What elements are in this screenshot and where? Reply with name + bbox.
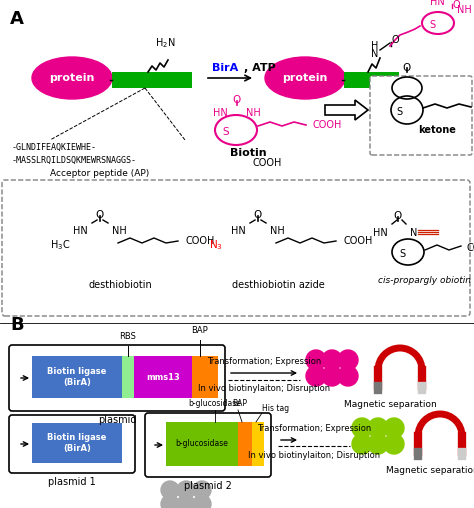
Circle shape [193,481,211,499]
Text: S: S [399,249,405,259]
Text: cis-propargly obiotin: cis-propargly obiotin [379,276,472,285]
Bar [252,422,264,466]
Circle shape [322,350,342,370]
Text: Acceptor peptide (AP): Acceptor peptide (AP) [50,169,150,178]
Text: Magnetic separation: Magnetic separation [344,400,437,409]
Text: HN: HN [231,226,246,236]
Text: Biotin: Biotin [230,148,266,158]
Text: plasmid 2: plasmid 2 [184,481,232,491]
Circle shape [177,481,195,499]
Text: B: B [10,316,24,334]
Text: protein: protein [49,73,95,83]
Text: S: S [429,20,435,30]
Text: RBS: RBS [119,332,137,341]
Circle shape [368,418,388,438]
Text: O: O [96,210,104,220]
Text: -GLNDIFEAQKIEWHE-: -GLNDIFEAQKIEWHE- [12,143,97,152]
Text: Biotin ligase
(BirA): Biotin ligase (BirA) [47,433,107,453]
Bar [122,356,134,398]
Text: Transformation; Expression: Transformation; Expression [207,357,321,366]
Text: N: N [410,228,418,238]
Bar [238,422,252,466]
Text: Magnetic separation: Magnetic separation [386,466,474,475]
Text: , ATP: , ATP [244,63,276,73]
Circle shape [306,366,326,386]
Text: plasmid 1: plasmid 1 [48,477,96,487]
Text: S: S [223,127,229,137]
Bar [32,356,122,398]
Ellipse shape [265,57,345,99]
Ellipse shape [32,57,112,99]
Text: O: O [453,0,461,10]
Bar [134,356,192,398]
Text: In vivo biotinylaiton; Disruption: In vivo biotinylaiton; Disruption [248,451,380,460]
Text: NH: NH [246,108,261,118]
Text: desthiobiotin: desthiobiotin [88,280,152,290]
Text: HN: HN [213,108,228,118]
Circle shape [161,495,179,508]
Text: COOH: COOH [467,243,474,253]
Circle shape [193,495,211,508]
Text: Biotin ligase
(BirA): Biotin ligase (BirA) [47,367,107,387]
FancyBboxPatch shape [9,415,135,473]
Bar [32,423,122,463]
Text: S: S [396,107,402,117]
Bar [344,72,399,88]
Circle shape [368,434,388,454]
Text: NH: NH [112,226,127,236]
Text: COOH: COOH [186,236,215,246]
Text: His tag: His tag [262,404,289,413]
Text: O: O [254,210,262,220]
Text: b-glucosidase: b-glucosidase [189,399,241,408]
Text: b-glucosidase: b-glucosidase [175,439,228,449]
Text: -MASSLRQILDSQKMEWRSNAGGS-: -MASSLRQILDSQKMEWRSNAGGS- [12,156,137,165]
Text: COOH: COOH [253,158,283,168]
Circle shape [352,418,372,438]
Text: Transformation; Expression: Transformation; Expression [257,424,371,433]
Text: COOH: COOH [313,120,342,130]
Text: BAP: BAP [233,399,247,408]
Circle shape [338,350,358,370]
Text: plasmid: plasmid [98,415,136,425]
Circle shape [306,350,326,370]
Text: desthiobiotin azide: desthiobiotin azide [232,280,324,290]
Text: O: O [392,35,400,45]
Text: H: H [371,41,379,51]
Text: BAP: BAP [191,326,209,335]
Text: COOH: COOH [344,236,374,246]
Circle shape [161,481,179,499]
FancyBboxPatch shape [9,345,225,411]
Text: HN: HN [373,228,388,238]
Text: HN: HN [73,226,88,236]
Text: protein: protein [283,73,328,83]
Text: N: N [371,49,379,59]
FancyBboxPatch shape [370,76,472,155]
Text: O: O [233,95,241,105]
Circle shape [384,418,404,438]
Polygon shape [325,100,368,120]
Text: NH: NH [457,5,472,15]
FancyBboxPatch shape [2,180,470,316]
Bar [166,422,238,466]
Text: mms13: mms13 [146,372,180,382]
FancyBboxPatch shape [145,413,271,477]
Text: O: O [394,211,402,221]
Text: In vivo biotinylaiton; Disruption: In vivo biotinylaiton; Disruption [198,384,330,393]
Circle shape [338,366,358,386]
Circle shape [384,434,404,454]
Bar [192,356,218,398]
Text: BirA: BirA [212,63,238,73]
Bar [112,72,192,88]
Text: HN: HN [430,0,445,7]
Text: ketone: ketone [418,125,456,135]
Text: H$_3$C: H$_3$C [50,238,70,252]
Circle shape [177,495,195,508]
Text: N$_3$: N$_3$ [209,238,223,252]
Circle shape [352,434,372,454]
Text: H$_2$N: H$_2$N [155,36,175,50]
Circle shape [322,366,342,386]
Text: NH: NH [270,226,285,236]
Text: A: A [10,10,24,28]
Text: O: O [403,63,411,73]
